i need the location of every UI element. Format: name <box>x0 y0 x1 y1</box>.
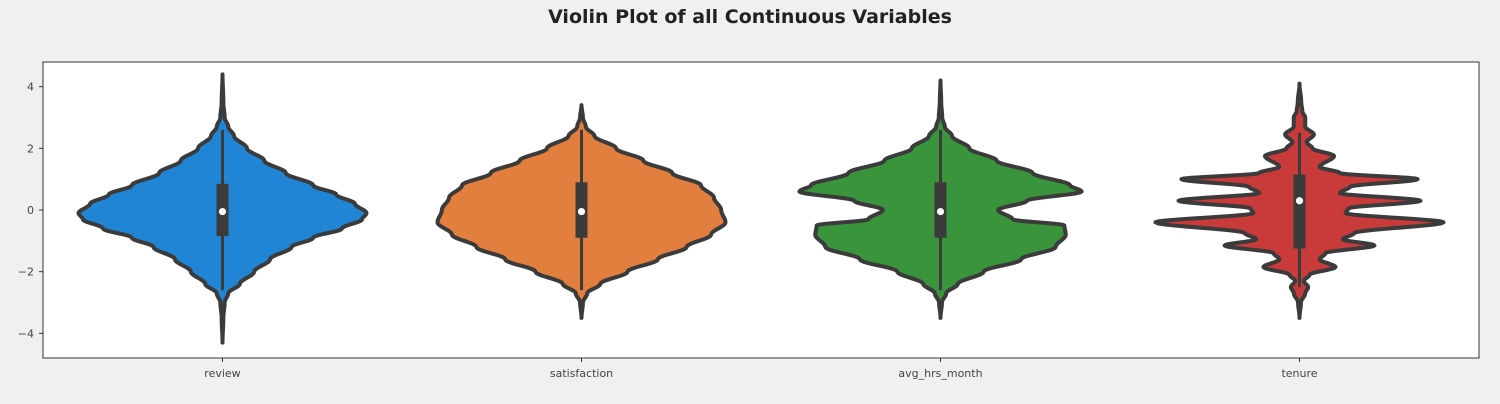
x-tick-label: tenure <box>1281 367 1317 380</box>
y-axis: −4 −2 0 2 4 <box>18 81 43 340</box>
y-tick-label: 0 <box>27 204 34 217</box>
x-tick-label: avg_hrs_month <box>898 367 982 380</box>
y-tick-label: −2 <box>18 266 34 279</box>
x-tick-label: satisfaction <box>550 367 613 380</box>
chart-title: Violin Plot of all Continuous Variables <box>548 6 952 28</box>
violin-median-point <box>218 207 227 216</box>
x-tick-label: review <box>204 367 240 380</box>
violin-median-point <box>1295 197 1304 205</box>
y-tick-label: −4 <box>18 327 34 340</box>
x-axis: review satisfaction avg_hrs_month tenure <box>204 358 1318 380</box>
y-tick-label: 2 <box>27 142 34 155</box>
violin-iqr-box <box>1293 174 1306 249</box>
violins-group <box>76 72 1446 345</box>
violin-median-point <box>577 207 586 216</box>
y-tick-label: 4 <box>27 81 34 94</box>
violin-median-point <box>936 207 945 216</box>
